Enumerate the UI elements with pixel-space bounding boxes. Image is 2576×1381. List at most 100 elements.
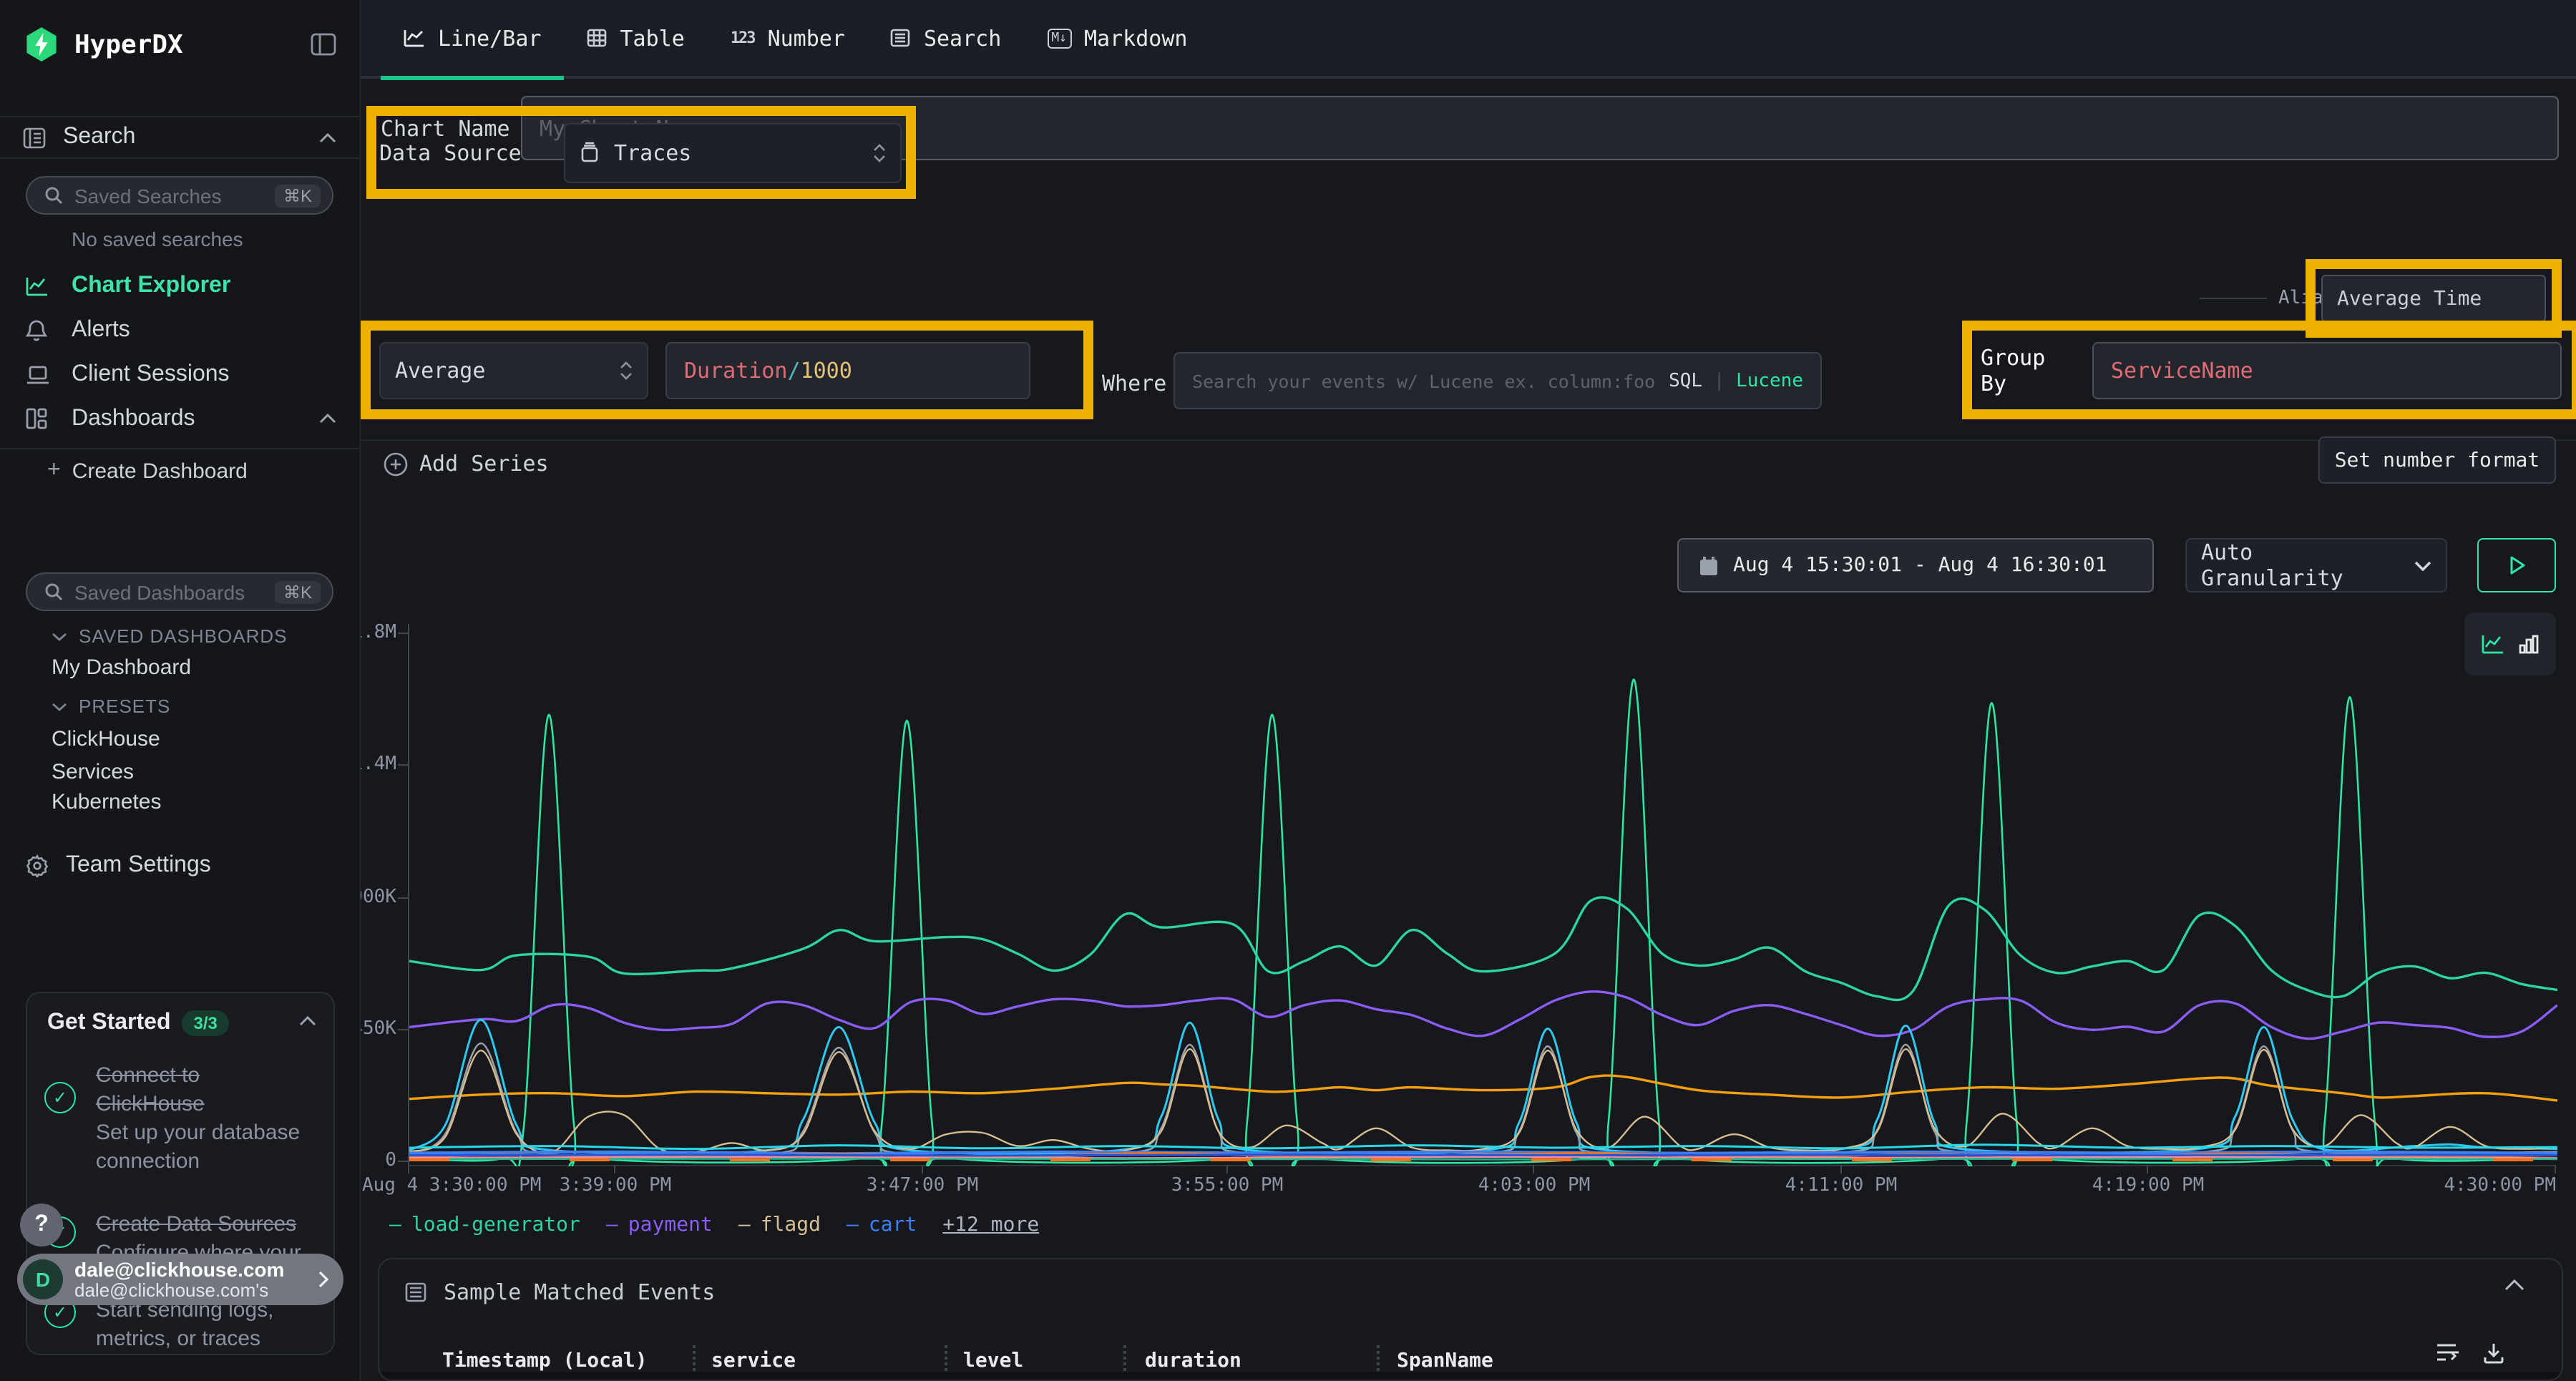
wrap-text-icon[interactable] — [2436, 1342, 2460, 1364]
presets-header[interactable]: PRESETS — [52, 696, 170, 717]
get-started-title-row[interactable]: Get Started 3/3 — [47, 1010, 229, 1036]
legend-item[interactable]: — cart — [847, 1214, 917, 1236]
events-column-duration[interactable]: duration — [1123, 1345, 1377, 1377]
get-started-badge: 3/3 — [182, 1010, 229, 1036]
aggregation-highlight-box: Average Duration/1000 — [361, 321, 1093, 419]
chevron-up-icon[interactable] — [2504, 1279, 2524, 1291]
field-token: Duration — [684, 357, 788, 383]
brand-title: HyperDX — [74, 29, 183, 59]
sql-toggle[interactable]: SQL — [1669, 370, 1703, 391]
chevron-up-icon — [319, 414, 336, 424]
laptop-icon — [26, 364, 52, 384]
sidebar-item-label: Alerts — [72, 317, 130, 341]
chevron-up-icon — [319, 132, 336, 142]
chart-style-toggle — [2464, 613, 2556, 675]
tab-label: Search — [923, 25, 1002, 51]
sidebar-item-chart-explorer[interactable]: Chart Explorer — [0, 263, 359, 308]
data-source-label: Data Source — [379, 140, 522, 165]
no-saved-searches-text: No saved searches — [72, 228, 243, 250]
legend-item[interactable]: — flagd — [738, 1214, 821, 1236]
sidebar-item-services[interactable]: Services — [52, 760, 135, 784]
granularity-value: Auto Granularity — [2201, 540, 2343, 591]
query-language-toggle[interactable]: SQL | Lucene — [1669, 370, 1803, 391]
x-axis-tick-label: 3:39:00 PM — [559, 1175, 672, 1196]
bar-chart-toggle-icon[interactable] — [2519, 634, 2539, 654]
events-column-spanname[interactable]: SpanName — [1377, 1345, 1777, 1377]
plus-icon: + — [47, 458, 61, 482]
team-settings-label: Team Settings — [66, 853, 211, 877]
events-column-level[interactable]: level — [945, 1345, 1123, 1377]
saved-dashboards-header-label: SAVED DASHBOARDS — [79, 625, 288, 647]
group-by-highlight-box: Group By — [1962, 321, 2576, 419]
get-started-item-title: Connect to ClickHouse — [96, 1063, 205, 1116]
x-axis-tick — [1226, 1165, 1227, 1173]
sidebar-item-alerts[interactable]: Alerts — [0, 308, 359, 352]
events-title: Sample Matched Events — [444, 1279, 716, 1305]
line-chart-toggle-icon[interactable] — [2482, 634, 2504, 654]
tab-table[interactable]: Table — [565, 0, 708, 77]
user-menu[interactable]: D dale@clickhouse.com dale@clickhouse.co… — [17, 1254, 343, 1305]
help-button[interactable]: ? — [20, 1204, 63, 1246]
chart-series-payment — [409, 990, 2557, 1040]
download-icon[interactable] — [2483, 1342, 2504, 1364]
alias-input[interactable] — [2321, 275, 2546, 322]
data-source-select[interactable]: Traces — [564, 122, 902, 182]
tab-markdown[interactable]: M↓ Markdown — [1024, 0, 1210, 77]
legend-item[interactable]: — load-generator — [389, 1214, 580, 1236]
tab-line-bar[interactable]: Line/Bar — [381, 0, 565, 80]
y-axis-tick — [398, 897, 408, 898]
chart-series-cyan-flat — [409, 1143, 2557, 1151]
tab-label: Number — [767, 25, 845, 51]
sidebar-item-my-dashboard[interactable]: My Dashboard — [52, 655, 192, 680]
lucene-toggle[interactable]: Lucene — [1736, 370, 1803, 391]
legend-swatch: — — [738, 1214, 751, 1236]
kbd-shortcut: ⌘K — [274, 580, 321, 603]
saved-dashboards-input[interactable]: Saved Dashboards ⌘K — [26, 572, 333, 611]
group-by-input[interactable] — [2092, 341, 2562, 399]
set-number-format-button[interactable]: Set number format — [2318, 436, 2556, 484]
collapse-sidebar-icon[interactable] — [311, 33, 336, 56]
chart-series-flagd — [409, 1048, 2557, 1154]
chart-series-load-generator — [409, 896, 2557, 1002]
sidebar-item-dashboards[interactable]: Dashboards — [0, 396, 359, 441]
events-column-service[interactable]: service — [693, 1345, 945, 1377]
run-query-button[interactable] — [2477, 538, 2556, 592]
time-series-chart[interactable]: 1.8M 1.4M 900K 450K 0 Aug 4 3:30:00 PM 3:39:00… — [351, 622, 2557, 1196]
sidebar-item-team-settings[interactable]: Team Settings — [26, 853, 211, 879]
add-series-button[interactable]: Add Series — [384, 451, 549, 477]
group-by-label: Group By — [1981, 344, 2046, 396]
user-subtitle: dale@clickhouse.com's — [74, 1279, 269, 1300]
chart-svg — [409, 678, 2557, 1166]
get-started-item[interactable]: Connect to ClickHouse Set up your databa… — [96, 1062, 313, 1176]
field-expression-input[interactable]: Duration/1000 — [665, 341, 1030, 399]
sidebar: HyperDX Search Saved Se — [0, 0, 361, 1381]
horizontal-scrollbar[interactable] — [379, 1372, 2562, 1380]
sidebar-section-search[interactable]: Search — [0, 116, 359, 159]
legend-item[interactable]: — payment — [606, 1214, 713, 1236]
sidebar-nav: Chart Explorer Alerts Client Sessions Da… — [0, 263, 359, 441]
events-column-timestamp-local-[interactable]: Timestamp (Local) — [442, 1350, 648, 1372]
sidebar-item-kubernetes[interactable]: Kubernetes — [52, 790, 162, 814]
user-info: dale@clickhouse.com dale@clickhouse.com'… — [74, 1258, 284, 1300]
aggregation-select[interactable]: Average — [379, 341, 648, 399]
where-input[interactable]: Search your events w/ Lucene ex. column:… — [1174, 352, 1822, 409]
y-axis-tick — [398, 1028, 408, 1030]
sidebar-item-client-sessions[interactable]: Client Sessions — [0, 352, 359, 396]
tab-search[interactable]: Search — [868, 0, 1024, 77]
data-source-value: Traces — [614, 140, 692, 165]
chevron-right-icon — [318, 1271, 329, 1288]
search-icon — [44, 186, 63, 205]
create-dashboard-button[interactable]: + Create Dashboard — [47, 458, 248, 484]
legend-more-link[interactable]: +12 more — [942, 1214, 1040, 1236]
saved-dashboards-header[interactable]: SAVED DASHBOARDS — [52, 625, 288, 647]
chevron-up-icon[interactable] — [299, 1016, 316, 1026]
get-started-item[interactable]: Start sending logs, metrics, or traces — [96, 1297, 313, 1354]
sidebar-item-clickhouse[interactable]: ClickHouse — [52, 727, 160, 751]
legend-label: cart — [868, 1214, 917, 1236]
chart-series-navy-flat — [409, 1153, 2557, 1157]
tab-number[interactable]: 123 Number — [708, 0, 868, 77]
saved-searches-input[interactable]: Saved Searches ⌘K — [26, 176, 333, 215]
granularity-select[interactable]: Auto Granularity — [2185, 538, 2447, 592]
date-range-input[interactable]: Aug 4 15:30:01 - Aug 4 16:30:01 — [1677, 538, 2154, 592]
